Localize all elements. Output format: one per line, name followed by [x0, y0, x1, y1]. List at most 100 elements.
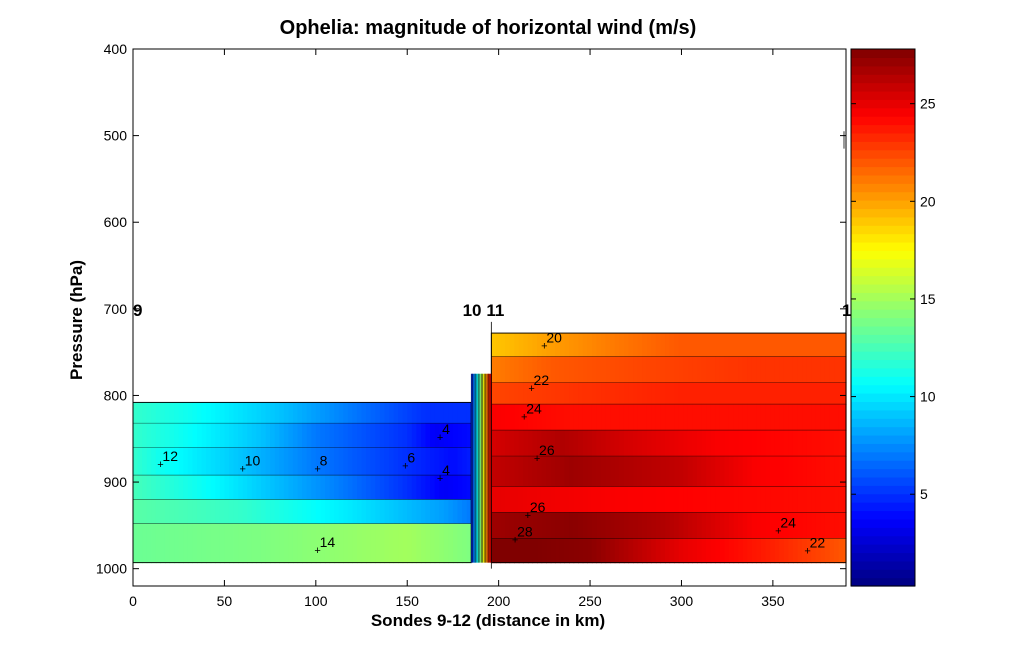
colorbar-segment [851, 544, 915, 554]
contour-cell [710, 456, 716, 487]
contour-cell [601, 486, 607, 513]
contour-cell [829, 430, 835, 457]
contour-cell [665, 512, 671, 539]
contour-cell [306, 447, 312, 476]
contour-cell [788, 404, 794, 431]
x-tick-label: 150 [396, 593, 420, 609]
contour-cell [555, 356, 561, 384]
contour-cell [311, 402, 317, 424]
contour-cell [783, 430, 790, 457]
contour-cell [591, 486, 598, 513]
contour-label-marker: + [534, 453, 540, 465]
contour-cell [619, 538, 625, 564]
contour-cell [697, 538, 703, 564]
x-tick-label: 300 [670, 593, 694, 609]
contour-cell [669, 538, 675, 564]
contour-cell [678, 512, 684, 539]
contour-cell [765, 486, 771, 513]
contour-cell [651, 404, 657, 431]
contour-cell [402, 475, 408, 500]
contour-cell [582, 456, 588, 487]
contour-cell [491, 486, 497, 513]
contour-cell [843, 538, 847, 564]
contour-cell [564, 456, 570, 487]
colorbar-segment [851, 124, 915, 134]
contour-cell [596, 512, 602, 539]
contour-cell [573, 382, 579, 405]
contour-cell [178, 523, 184, 564]
contour-cell [192, 423, 198, 449]
contour-cell [555, 512, 561, 539]
contour-cell [352, 447, 358, 476]
contour-cell [587, 382, 593, 405]
contour-cell [637, 356, 643, 384]
contour-cell [224, 423, 230, 449]
contour-cell [642, 356, 648, 384]
contour-label-marker: + [512, 534, 518, 546]
contour-cell [820, 456, 826, 487]
contour-cell [605, 382, 611, 405]
contour-cell [596, 333, 602, 358]
contour-cell [760, 430, 767, 457]
contour-cell [733, 456, 739, 487]
contour-cell [587, 538, 593, 564]
contour-cell [669, 430, 675, 457]
contour-cell [601, 512, 607, 539]
contour-cell [265, 402, 271, 424]
contour-cell [829, 538, 835, 564]
contour-cell [160, 499, 166, 525]
contour-cell [537, 538, 543, 564]
contour-cell [783, 512, 790, 539]
contour-cell [407, 423, 413, 449]
contour-cell [457, 423, 463, 449]
contour-cell [518, 382, 524, 405]
contour-cell [420, 402, 427, 424]
contour-cell [628, 486, 634, 513]
contour-cell [265, 499, 271, 525]
contour-cell [523, 333, 529, 358]
contour-cell [719, 356, 726, 384]
contour-cell [797, 512, 803, 539]
contour-cell [815, 512, 822, 539]
contour-cell [393, 499, 399, 525]
contour-cell [495, 512, 502, 539]
contour-cell [187, 423, 194, 449]
contour-cell [164, 475, 171, 500]
colorbar-segment [851, 258, 915, 268]
contour-cell [820, 512, 826, 539]
contour-cell [420, 423, 427, 449]
x-tick-label: 100 [304, 593, 328, 609]
contour-cell [206, 523, 212, 564]
contour-cell [169, 499, 175, 525]
contour-label: 22 [534, 372, 550, 388]
contour-cell [728, 456, 735, 487]
contour-cell [462, 499, 468, 525]
region-right [490, 332, 847, 564]
plot-frame [132, 48, 847, 587]
contour-cell [434, 423, 440, 449]
contour-label-marker: + [314, 545, 320, 557]
contour-cell [393, 423, 399, 449]
contour-cell [569, 333, 575, 358]
contour-cell [379, 423, 385, 449]
contour-cell [283, 523, 289, 564]
contour-cell [651, 356, 657, 384]
contour-cell [201, 523, 207, 564]
contour-cell [329, 447, 335, 476]
contour-cell [541, 486, 547, 513]
contour-cell [701, 486, 707, 513]
x-tick-label: 350 [761, 593, 785, 609]
contour-cell [642, 333, 648, 358]
contour-cell [738, 456, 744, 487]
contour-cell [146, 423, 152, 449]
contour-cell [315, 402, 321, 424]
contour-cell [838, 430, 844, 457]
contour-cell [407, 402, 413, 424]
contour-cell [724, 333, 730, 358]
contour-cell [687, 333, 694, 358]
colorbar-segment [851, 49, 915, 58]
contour-cell [820, 486, 826, 513]
contour-cell [523, 430, 529, 457]
contour-cell [393, 475, 399, 500]
contour-cell [555, 404, 561, 431]
